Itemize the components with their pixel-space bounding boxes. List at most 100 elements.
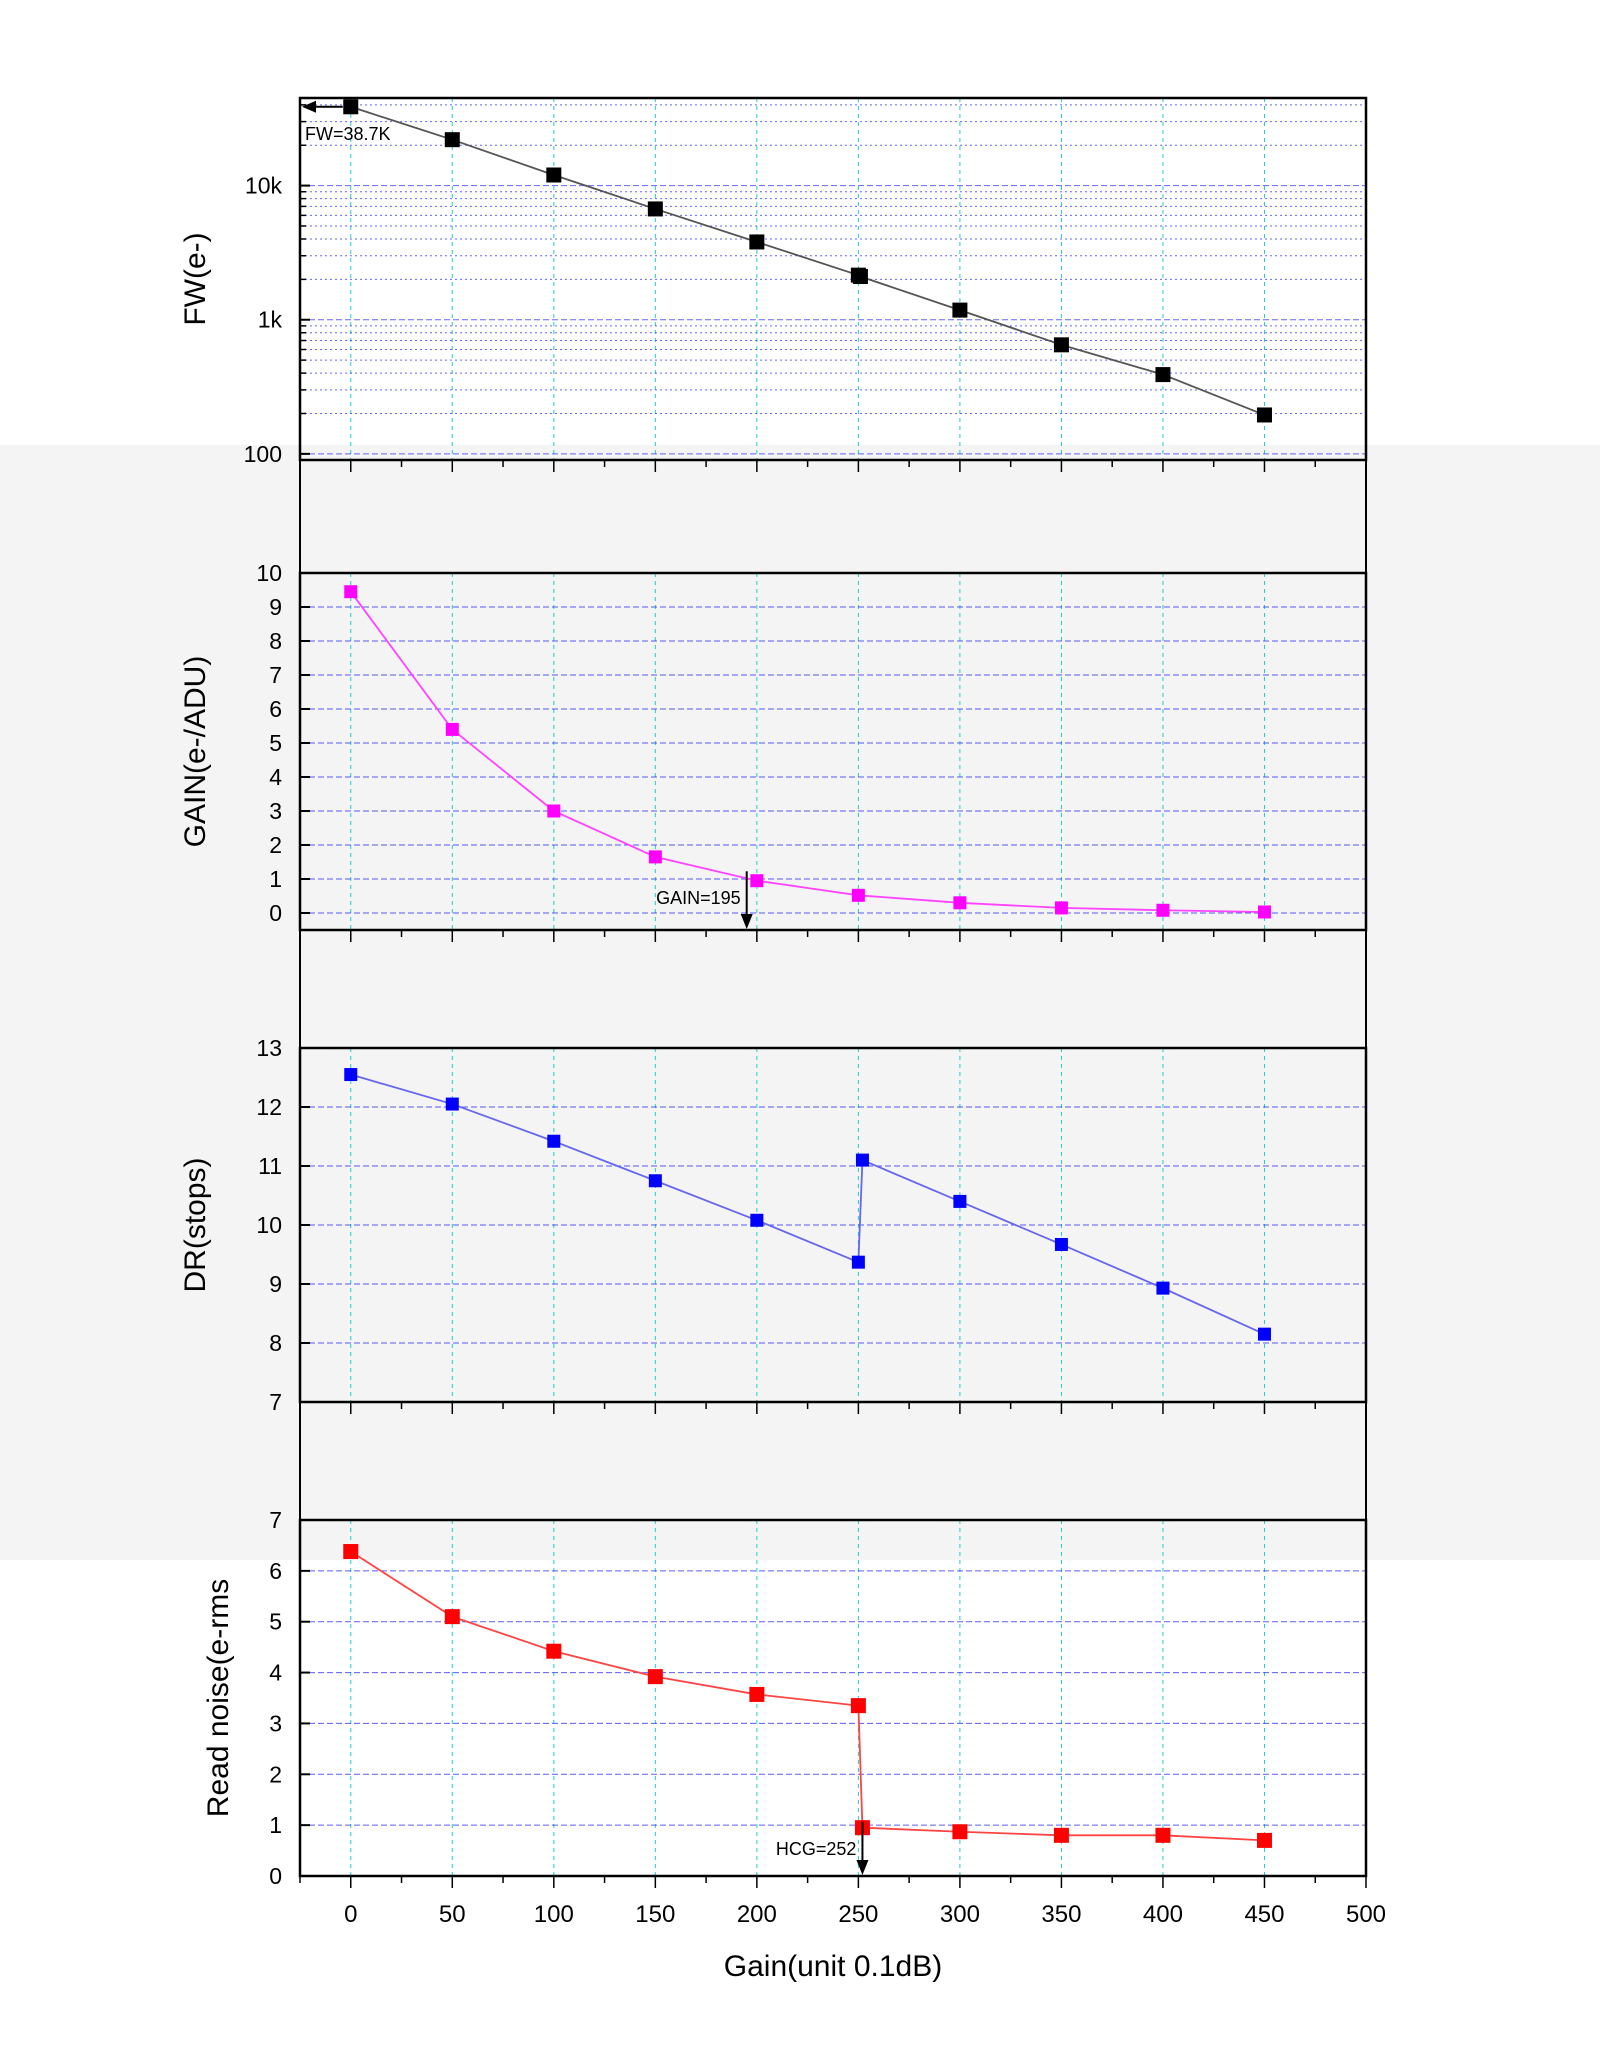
data-point: [952, 302, 968, 318]
data-point: [1053, 337, 1069, 353]
data-point: [953, 1194, 967, 1208]
data-point: [444, 132, 460, 148]
y-tick-label: 8: [269, 1330, 282, 1356]
annotation-arrowhead: [856, 1860, 869, 1875]
x-tick-label: 450: [1244, 1901, 1284, 1928]
y-tick-label: 11: [258, 1153, 282, 1179]
y-tick-label: 10k: [245, 173, 283, 199]
data-point: [647, 1669, 663, 1685]
y-tick-label: 10: [256, 560, 282, 586]
y-tick-label: 8: [269, 628, 282, 654]
y-tick-label: 2: [269, 1761, 282, 1787]
y-tick-label: 1: [269, 1812, 282, 1838]
annotation-arrowhead: [740, 914, 753, 929]
data-point: [953, 896, 967, 910]
series-line: [350, 591, 1265, 913]
y-axis-label: FW(e-): [179, 232, 212, 325]
data-point: [852, 269, 868, 285]
x-tick-label: 0: [344, 1901, 357, 1928]
y-tick-label: 7: [269, 1507, 282, 1533]
x-tick-label: 300: [940, 1901, 980, 1928]
panel-3: 7 8 9 10 11 12 13 DR(stops): [179, 1035, 1368, 1415]
y-axis-label: Read noise(e-rms: [202, 1579, 235, 1817]
y-tick-label: 6: [269, 1558, 282, 1584]
x-tick-label: 350: [1041, 1901, 1081, 1928]
y-tick-label: 5: [269, 1609, 282, 1635]
y-tick-label: 7: [269, 1389, 282, 1415]
y-axis-label: DR(stops): [179, 1157, 212, 1292]
data-point: [1054, 1237, 1068, 1251]
y-tick-label: 4: [269, 1660, 282, 1686]
series-line: [350, 1550, 1265, 1842]
data-point: [344, 585, 358, 599]
data-point: [547, 1134, 561, 1148]
data-point: [1053, 1827, 1069, 1843]
panel-4: 0 1 2 3 4 5 6 7 Read noise(e-rms HCG=252 0 50 100 150…: [202, 1507, 1386, 1983]
data-point: [546, 1643, 562, 1659]
x-tick-label: 500: [1346, 1901, 1386, 1928]
plot-frame: [298, 96, 1368, 462]
y-tick-label: 12: [256, 1094, 282, 1120]
data-point: [750, 1213, 764, 1227]
y-tick-label: 0: [269, 900, 282, 926]
data-point: [1257, 905, 1271, 919]
data-point: [343, 99, 359, 115]
annotation-arrowhead: [302, 100, 316, 113]
data-point: [648, 850, 662, 864]
annotation-label: GAIN=195: [656, 888, 741, 908]
y-tick-label: 3: [269, 1710, 282, 1736]
x-tick-label: 150: [635, 1901, 675, 1928]
plot-frame: [298, 1046, 1368, 1404]
data-point: [749, 1686, 765, 1702]
x-tick-label: 250: [838, 1901, 878, 1928]
data-point: [1256, 1832, 1272, 1848]
data-point: [546, 167, 562, 183]
y-tick-label: 9: [269, 1271, 282, 1297]
data-point: [547, 804, 561, 818]
data-point: [444, 1609, 460, 1625]
panel-2: 0 1 2 3 4 5 6 7 8 9 10 GAIN(e-/ADU) GAIN=195: [179, 560, 1368, 942]
annotation-label: FW=38.7K: [305, 124, 391, 144]
data-point: [855, 1153, 869, 1167]
data-point: [952, 1824, 968, 1840]
data-point: [750, 874, 764, 888]
data-point: [344, 1068, 358, 1082]
x-tick-label: 100: [534, 1901, 574, 1928]
y-tick-label: 9: [269, 594, 282, 620]
y-tick-label: 2: [269, 832, 282, 858]
data-point: [749, 234, 765, 250]
y-tick-label: 7: [269, 662, 282, 688]
panel-1: 100 1k 10k FW(e-) FW=38.7K: [179, 96, 1368, 472]
data-point: [1257, 1327, 1271, 1341]
x-axis-label: Gain(unit 0.1dB): [724, 1950, 942, 1983]
data-point: [343, 1544, 359, 1560]
y-tick-label: 100: [244, 441, 282, 467]
data-point: [445, 1097, 459, 1111]
y-tick-label: 3: [269, 798, 282, 824]
data-point: [851, 1255, 865, 1269]
series-line: [350, 1073, 1265, 1335]
y-tick-label: 1: [269, 866, 282, 892]
data-point: [1155, 1827, 1171, 1843]
background-band: [0, 445, 1600, 1560]
x-tick-label: 50: [439, 1901, 466, 1928]
series-line: [350, 105, 1265, 416]
y-axis-label: GAIN(e-/ADU): [179, 656, 212, 848]
data-point: [648, 1174, 662, 1188]
y-tick-label: 5: [269, 730, 282, 756]
annotation-label: HCG=252: [776, 1839, 857, 1859]
y-tick-label: 4: [269, 764, 282, 790]
data-point: [647, 201, 663, 217]
data-point: [1156, 1281, 1170, 1295]
plot-frame: [298, 571, 1368, 932]
y-tick-label: 6: [269, 696, 282, 722]
y-tick-label: 0: [269, 1863, 282, 1889]
data-point: [1256, 407, 1272, 423]
data-point: [851, 888, 865, 902]
x-tick-label: 400: [1143, 1901, 1183, 1928]
x-tick-label: 200: [737, 1901, 777, 1928]
y-tick-label: 13: [256, 1035, 282, 1061]
y-tick-label: 1k: [258, 307, 283, 333]
plot-frame: [298, 1518, 1368, 1878]
